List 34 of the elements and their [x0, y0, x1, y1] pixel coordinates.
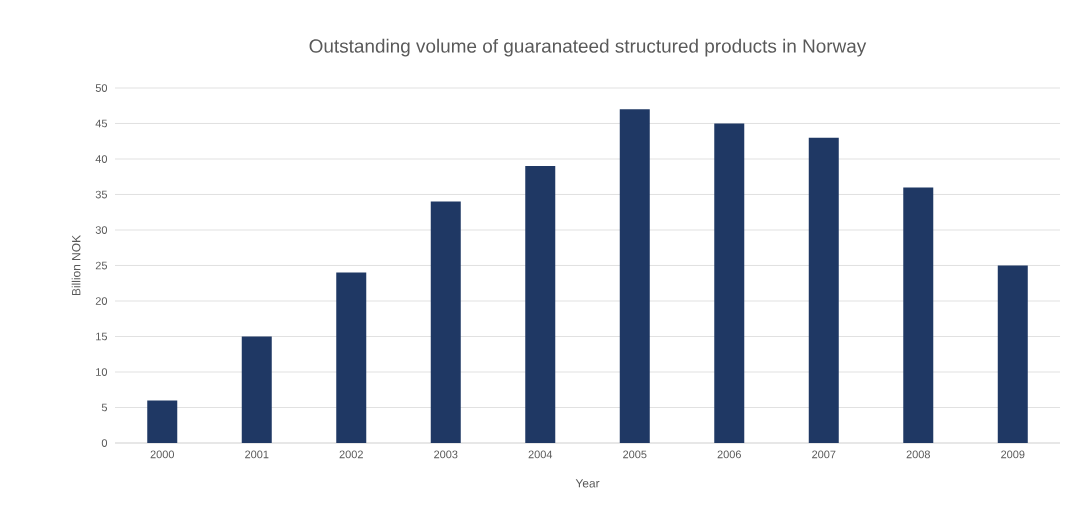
y-tick-label: 15	[96, 332, 108, 341]
bar	[430, 201, 461, 443]
x-tick-label: 2001	[245, 450, 269, 459]
bar	[997, 265, 1028, 443]
bar	[241, 336, 272, 443]
bar	[808, 137, 839, 443]
y-tick-label: 35	[95, 190, 108, 199]
x-tick-label: 2000	[150, 450, 174, 459]
x-tick-label: 2007	[812, 450, 836, 459]
y-tick-label: 50	[95, 84, 108, 92]
bar	[147, 400, 178, 443]
y-tick-label: 5	[101, 403, 108, 412]
bar	[714, 123, 745, 443]
y-axis-title: Billion NOK	[71, 235, 81, 296]
y-tick-label: 30	[95, 226, 108, 234]
bar	[525, 166, 556, 443]
y-tick-label: 0	[101, 439, 108, 447]
y-tick-label: 20	[95, 297, 108, 305]
chart-title: Outstanding volume of guaranateed structured products in Norway	[309, 38, 867, 57]
y-tick-label: 25	[95, 261, 108, 270]
x-tick-label: 2006	[717, 450, 741, 459]
x-tick-label: 2008	[906, 450, 930, 459]
bar	[336, 272, 367, 443]
x-tick-label: 2009	[1001, 450, 1025, 459]
y-tick-label: 10	[96, 368, 108, 376]
x-tick-label: 2004	[528, 450, 553, 459]
x-tick-label: 2003	[434, 450, 458, 459]
y-tick-label: 40	[95, 155, 108, 163]
y-tick-label: 45	[95, 119, 108, 128]
x-axis-title: Year	[575, 479, 600, 488]
x-tick-label: 2002	[339, 450, 363, 459]
x-tick-label: 2005	[623, 450, 647, 459]
bar	[619, 109, 650, 443]
bar	[903, 187, 934, 443]
